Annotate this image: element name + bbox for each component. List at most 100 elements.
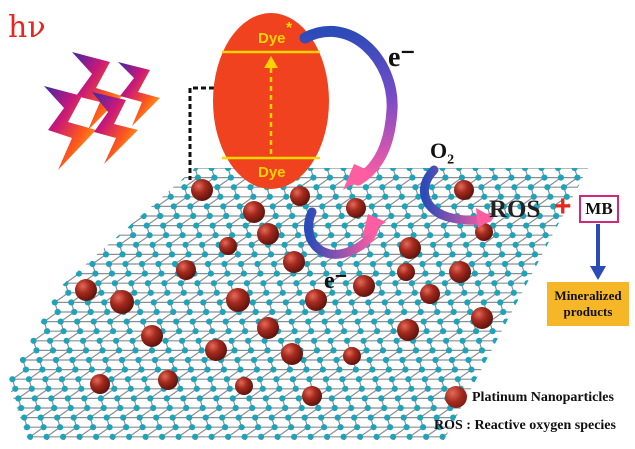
graphene-atom xyxy=(342,280,349,287)
platinum-nanoparticle xyxy=(243,201,265,223)
graphene-atom xyxy=(364,404,371,412)
graphene-atom xyxy=(261,443,267,449)
graphene-atom xyxy=(140,212,147,220)
graphene-atom xyxy=(418,203,425,210)
graphene-atom xyxy=(366,356,373,364)
graphene-atom xyxy=(124,212,131,220)
graphene-atom xyxy=(45,385,52,392)
graphene-atom xyxy=(575,337,582,344)
graphene-atom xyxy=(574,443,580,449)
graphene-atom xyxy=(560,184,568,191)
graphene-atom xyxy=(146,232,153,239)
graphene-atom xyxy=(396,347,403,354)
graphene-atom xyxy=(517,203,524,210)
graphene-atom xyxy=(520,212,527,220)
graphene-atom xyxy=(544,347,552,354)
graphene-atom xyxy=(199,241,206,248)
graphene-atom xyxy=(235,414,242,421)
graphene-atom xyxy=(325,222,332,229)
graphene-atom xyxy=(252,308,259,316)
graphene-atom xyxy=(114,395,121,402)
graphene-atom xyxy=(1,404,8,412)
graphene-atom xyxy=(156,318,163,325)
graphene-atom xyxy=(194,280,201,287)
graphene-atom xyxy=(256,376,263,383)
platinum-nanoparticle xyxy=(302,386,322,406)
graphene-atom xyxy=(435,366,442,373)
graphene-atom xyxy=(426,337,433,344)
graphene-atom xyxy=(134,193,141,200)
graphene-atom xyxy=(345,395,352,402)
graphene-atom xyxy=(326,174,333,181)
graphene-atom xyxy=(142,168,149,172)
graphene-atom xyxy=(295,232,302,239)
graphene-atom xyxy=(571,433,578,440)
graphene-atom xyxy=(123,424,130,431)
graphene-atom xyxy=(387,318,394,325)
graphene-atom xyxy=(266,193,273,200)
graphene-atom xyxy=(445,184,452,191)
graphene-atom xyxy=(79,443,85,449)
graphene-atom xyxy=(521,168,529,172)
graphene-atom xyxy=(510,289,517,296)
graphene-atom xyxy=(24,424,31,431)
graphene-atom xyxy=(203,203,210,210)
graphene-atom xyxy=(492,443,498,449)
graphene-atom xyxy=(128,280,135,287)
graphene-atom xyxy=(219,414,226,421)
graphene-atom xyxy=(74,318,81,325)
graphene-atom xyxy=(478,347,486,354)
graphene-atom xyxy=(354,318,361,325)
graphene-atom xyxy=(222,424,229,431)
graphene-atom xyxy=(608,338,614,344)
platinum-nanoparticle xyxy=(219,237,237,255)
platinum-nanoparticle xyxy=(346,198,366,218)
graphene-atom xyxy=(323,168,331,172)
graphene-atom xyxy=(577,184,584,191)
graphene-atom xyxy=(186,308,193,316)
electron-return-arrow xyxy=(303,207,379,259)
graphene-atom xyxy=(305,318,312,325)
graphene-atom xyxy=(383,251,390,258)
graphene-atom xyxy=(162,337,169,344)
graphene-atom xyxy=(318,308,325,316)
graphene-atom xyxy=(69,356,76,364)
graphene-atom xyxy=(187,366,194,373)
graphene-atom xyxy=(208,168,215,172)
graphene-atom xyxy=(373,433,380,440)
platinum-nanoparticle xyxy=(397,319,419,341)
graphene-atom xyxy=(561,347,568,354)
platinum-nanoparticle xyxy=(257,223,279,245)
methylene-blue-box: MB xyxy=(579,195,619,223)
graphene-atom xyxy=(521,270,528,277)
graphene-atom xyxy=(269,203,276,210)
graphene-atom xyxy=(269,308,276,316)
graphene-atom xyxy=(542,337,549,344)
graphene-atom xyxy=(279,289,286,296)
graphene-atom xyxy=(534,366,541,373)
graphene-atom xyxy=(506,222,513,229)
graphene-atom xyxy=(204,260,212,268)
graphene-atom xyxy=(186,414,193,421)
graphene-atom xyxy=(575,232,582,239)
graphene-atom xyxy=(433,414,440,421)
graphene-atom xyxy=(541,443,547,449)
graphene-atom xyxy=(100,241,107,248)
graphene-atom xyxy=(251,251,258,258)
graphene-atom xyxy=(44,328,51,335)
graphene-atom xyxy=(553,212,560,220)
graphene-atom xyxy=(122,260,129,268)
graphene-atom xyxy=(163,232,170,239)
graphene-atom xyxy=(508,174,515,181)
graphene-atom xyxy=(332,193,339,200)
graphene-atom xyxy=(208,433,215,440)
graphene-atom xyxy=(370,424,377,431)
graphene-atom xyxy=(436,424,443,431)
graphene-atom xyxy=(406,168,413,172)
graphene-atom xyxy=(424,385,431,392)
graphene-atom xyxy=(118,356,126,364)
graphene-atom xyxy=(482,251,489,258)
graphene-atom xyxy=(570,270,578,277)
graphene-atom xyxy=(488,270,495,277)
graphene-atom xyxy=(210,280,217,287)
